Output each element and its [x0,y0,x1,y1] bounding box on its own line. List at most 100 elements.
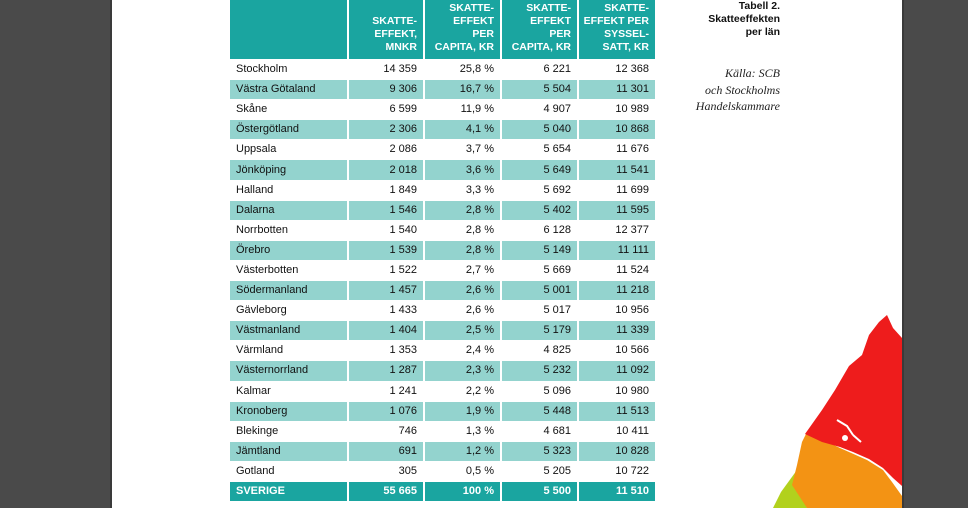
table-cell: 5 323 [500,440,578,462]
table-row: Östergötland 2 306 4,1 % 5 040 10 868 [230,119,655,140]
table-cell: 14 359 [347,58,424,80]
table-row: Norrbotten 1 540 2,8 % 6 128 12 377 [230,219,655,241]
table-cell: 11 524 [577,259,655,281]
source-line: Källa: SCB [724,66,780,80]
column-header: SKATTE- EFFEKT PER CAPITA, KR [500,0,578,60]
table-cell: 1 546 [347,199,424,221]
table-cell: 5 096 [500,380,578,402]
table-cell: 25,8 % [423,58,501,80]
table-cell: 2,8 % [423,199,501,221]
map-lake [842,435,848,441]
region-name: Stockholm [230,58,348,80]
table-cell: 5 504 [500,79,578,100]
region-name: Kalmar [230,380,348,402]
table-cell: 3,3 % [423,179,501,201]
table-cell: 5 692 [500,179,578,201]
table-cell: 5 001 [500,280,578,301]
table-cell: 1 540 [347,219,424,241]
table-row: Blekinge 746 1,3 % 4 681 10 411 [230,420,655,442]
table-cell: 2 018 [347,159,424,181]
table-cell: 1 241 [347,380,424,402]
region-name: Värmland [230,340,348,361]
table-cell: 11 301 [577,79,655,100]
region-name: Västernorrland [230,360,348,381]
total-label: SVERIGE [230,480,348,501]
table-cell: 2,4 % [423,340,501,361]
table-cell: 10 828 [577,440,655,462]
table-cell: 10 566 [577,340,655,361]
map-region-orange [792,432,902,508]
table-cell: 0,5 % [423,460,501,482]
table-cell: 1,2 % [423,440,501,462]
table-cell: 11 699 [577,179,655,201]
region-name: Jämtland [230,440,348,462]
table-cell: 4 907 [500,99,578,120]
table-row: Västernorrland 1 287 2,3 % 5 232 11 092 [230,360,655,381]
total-cell: 5 500 [500,480,578,501]
table-cell: 2 306 [347,119,424,140]
table-cell: 11 541 [577,159,655,181]
table-cell: 5 179 [500,320,578,341]
table-cell: 1,3 % [423,420,501,442]
region-name: Skåne [230,99,348,120]
table-row: Gävleborg 1 433 2,6 % 5 017 10 956 [230,300,655,321]
region-name: Norrbotten [230,219,348,241]
region-name: Gävleborg [230,300,348,321]
table-row: Uppsala 2 086 3,7 % 5 654 11 676 [230,139,655,160]
table-cell: 11 092 [577,360,655,381]
column-header: SKATTE- EFFEKT PER CAPITA, KR [423,0,501,60]
table-cell: 16,7 % [423,79,501,100]
table-cell: 5 654 [500,139,578,160]
table-cell: 10 980 [577,380,655,402]
table-cell: 2 086 [347,139,424,160]
region-name: Västerbotten [230,259,348,281]
table-cell: 6 128 [500,219,578,241]
table-cell: 2,5 % [423,320,501,341]
table-cell: 2,3 % [423,360,501,381]
table-cell: 2,6 % [423,300,501,321]
table-cell: 691 [347,440,424,462]
table-cell: 11,9 % [423,99,501,120]
table-cell: 5 017 [500,300,578,321]
table-cell: 5 205 [500,460,578,482]
table-row: Halland 1 849 3,3 % 5 692 11 699 [230,179,655,201]
map-region-red [805,315,902,486]
total-cell: 55 665 [347,480,424,501]
table-cell: 5 669 [500,259,578,281]
table-cell: 12 377 [577,219,655,241]
table-row: Stockholm 14 359 25,8 % 6 221 12 368 [230,58,655,80]
table-row: Södermanland 1 457 2,6 % 5 001 11 218 [230,280,655,301]
table-cell: 5 649 [500,159,578,181]
table-cell: 10 722 [577,460,655,482]
table-row: Kronoberg 1 076 1,9 % 5 448 11 513 [230,400,655,422]
table-cell: 5 402 [500,199,578,221]
region-name: Gotland [230,460,348,482]
table-cell: 11 676 [577,139,655,160]
table-cell: 1 287 [347,360,424,381]
table-cell: 1 849 [347,179,424,201]
table-row: Gotland 305 0,5 % 5 205 10 722 [230,460,655,482]
source-line: och Stockholms [705,82,780,97]
table-row: Värmland 1 353 2,4 % 4 825 10 566 [230,340,655,361]
region-name: Blekinge [230,420,348,442]
table-cell: 11 218 [577,280,655,301]
table-row: Skåne 6 599 11,9 % 4 907 10 989 [230,99,655,120]
region-name: Halland [230,179,348,201]
source-line: Handelskammare [695,99,780,113]
table-caption: Tabell 2. Skatteeffekten per län [690,0,780,39]
caption-title: Skatteeffekten [708,13,780,25]
table-header-row: SKATTE- EFFEKT, MNKR SKATTE- EFFEKT PER C… [230,0,655,60]
region-name: Örebro [230,239,348,261]
region-name: Kronoberg [230,400,348,422]
region-name: Jönköping [230,159,348,181]
table-cell: 1 353 [347,340,424,361]
total-row: SVERIGE 55 665 100 % 5 500 11 510 [230,480,655,501]
table-row: Jönköping 2 018 3,6 % 5 649 11 541 [230,159,655,181]
region-name: Uppsala [230,139,348,160]
table-cell: 1,9 % [423,400,501,422]
table-cell: 746 [347,420,424,442]
page-edge-right [902,0,904,508]
table-cell: 4 681 [500,420,578,442]
table-cell: 5 448 [500,400,578,422]
table-row: Kalmar 1 241 2,2 % 5 096 10 980 [230,380,655,402]
